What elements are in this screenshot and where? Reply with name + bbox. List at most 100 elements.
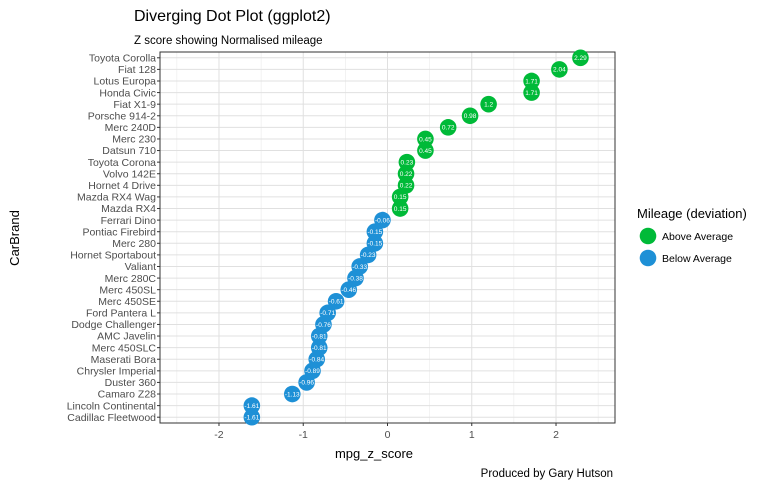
data-point	[523, 72, 540, 90]
data-label: -0.96	[299, 380, 314, 387]
y-tick-label: Toyota Corona	[88, 157, 156, 169]
data-label: 1.71	[525, 78, 538, 85]
y-tick-label: Hornet Sportabout	[70, 250, 156, 262]
y-tick-label: Fiat 128	[118, 64, 156, 76]
data-label: -0.33	[352, 264, 367, 271]
legend: Mileage (deviation) Above Average Below A…	[637, 206, 747, 267]
data-label: -0.38	[348, 275, 363, 282]
x-tick-label: 0	[385, 429, 391, 441]
y-tick-label: Toyota Corolla	[89, 52, 156, 64]
data-label: 0.98	[464, 113, 477, 120]
data-point	[243, 397, 261, 414]
legend-swatch	[639, 227, 657, 245]
data-point	[461, 107, 479, 125]
y-tick-label: Lotus Europa	[94, 76, 157, 88]
data-label: -0.23	[361, 252, 376, 259]
y-axis-title: CarBrand	[7, 210, 22, 266]
data-label: 0.45	[419, 136, 432, 143]
data-label: -0.81	[312, 345, 327, 352]
data-label: -0.76	[316, 322, 331, 329]
data-point	[243, 408, 261, 426]
data-label: -1.61	[244, 415, 259, 422]
y-tick-label: Ford Pantera L	[86, 308, 156, 320]
legend-label: Below Average	[662, 253, 732, 265]
y-tick-label: Merc 450SE	[98, 296, 156, 308]
y-tick-label: Merc 450SLC	[92, 342, 157, 354]
data-point	[572, 49, 589, 67]
data-label: -0.15	[367, 241, 382, 248]
data-point	[283, 385, 301, 403]
data-label: 0.45	[419, 148, 432, 155]
data-label: -0.84	[309, 357, 324, 364]
x-tick-label: -2	[214, 429, 223, 441]
data-label: -0.46	[341, 287, 356, 294]
chart-subtitle: Z score showing Normalised mileage	[134, 35, 323, 47]
plot-panel	[159, 51, 616, 424]
data-label: -0.71	[320, 310, 335, 317]
y-tick-label: Hornet 4 Drive	[88, 180, 156, 192]
data-label: -0.89	[305, 368, 320, 375]
data-point	[366, 223, 384, 241]
data-point	[417, 130, 434, 148]
data-point	[523, 84, 540, 101]
data-label: 1.71	[525, 90, 538, 97]
x-axis-title: mpg_z_score	[335, 446, 413, 461]
data-point	[551, 61, 568, 78]
y-tick-label: Mazda RX4 Wag	[77, 192, 156, 204]
data-label: -0.81	[312, 333, 327, 340]
y-tick-label: Camaro Z28	[98, 389, 157, 401]
legend-title: Mileage (deviation)	[637, 206, 747, 221]
data-point	[359, 246, 377, 264]
data-label: 0.23	[401, 159, 414, 166]
x-tick-label: 1	[469, 429, 475, 441]
y-tick-label: Cadillac Fleetwood	[67, 412, 156, 424]
y-tick-label: Fiat X1-9	[113, 99, 156, 111]
data-point	[310, 327, 328, 345]
y-tick-label: Valiant	[125, 261, 156, 273]
data-point	[439, 119, 457, 136]
y-tick-label: Maserati Bora	[91, 354, 157, 366]
data-point	[391, 188, 409, 206]
y-tick-label: Merc 240D	[105, 122, 157, 134]
y-tick-label: Lincoln Continental	[67, 400, 156, 412]
data-label: -0.15	[367, 229, 382, 236]
y-tick-label: Datsun 710	[102, 145, 156, 157]
data-point	[391, 200, 409, 217]
data-label: 0.72	[442, 125, 455, 132]
y-tick-label: Mazda RX4	[101, 203, 156, 215]
y-tick-label: Merc 230	[112, 134, 156, 146]
data-point	[417, 142, 434, 159]
y-tick-label: Volvo 142E	[103, 168, 156, 180]
data-label: -0.61	[329, 299, 344, 306]
x-axis-ticks: -2 -1 0 1 2	[214, 423, 559, 441]
data-point	[480, 95, 497, 113]
data-point	[298, 374, 315, 391]
data-label: -0.06	[375, 217, 390, 224]
x-tick-label: 2	[553, 429, 559, 441]
data-label: -1.13	[285, 391, 300, 398]
legend-swatch	[639, 249, 657, 267]
y-tick-label: Pontiac Firebird	[82, 226, 156, 238]
y-tick-label: Merc 450SL	[99, 284, 156, 296]
data-label: 2.29	[574, 55, 587, 62]
data-label: 0.15	[394, 206, 407, 213]
data-label: 1.2	[484, 101, 493, 108]
data-point	[327, 292, 345, 310]
data-label: 2.04	[553, 67, 566, 74]
data-point	[340, 281, 358, 298]
y-tick-label: Duster 360	[105, 377, 157, 389]
y-tick-label: AMC Javelin	[97, 331, 156, 343]
chart-caption: Produced by Gary Hutson	[481, 468, 613, 480]
data-points: 2.29 2.04 1.71 1.71 1.2 0.98 0.72 0.45 0.45 0.23 0…	[243, 49, 589, 426]
y-tick-label: Merc 280	[112, 238, 156, 250]
x-tick-label: -1	[299, 429, 308, 441]
y-tick-label: Honda Civic	[99, 87, 156, 99]
data-label: -1.61	[244, 403, 259, 410]
data-label: 0.15	[394, 194, 407, 201]
legend-label: Above Average	[662, 231, 733, 243]
data-label: 0.22	[400, 183, 413, 190]
y-tick-label: Dodge Challenger	[71, 319, 156, 331]
chart-title: Diverging Dot Plot (ggplot2)	[134, 8, 331, 25]
